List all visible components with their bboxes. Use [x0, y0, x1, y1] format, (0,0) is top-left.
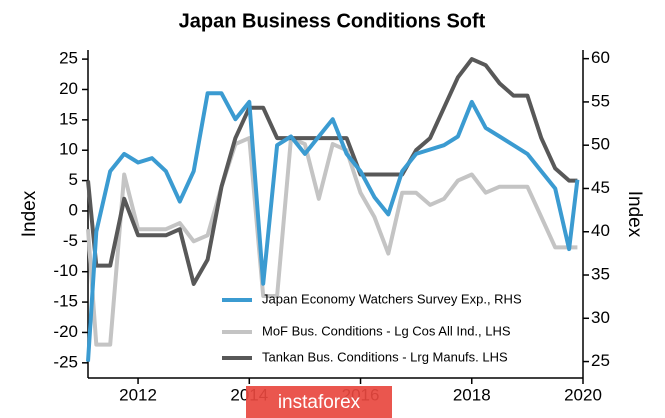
y2-tick-label: 30 [591, 308, 610, 327]
y2-tick-label: 25 [591, 351, 610, 370]
watermark-banner [246, 386, 392, 418]
x-tick-label: 2020 [564, 385, 602, 404]
x-tick-label: 2018 [453, 385, 491, 404]
legend-label: Japan Economy Watchers Survey Exp., RHS [262, 291, 522, 306]
y2-tick-label: 40 [591, 221, 610, 240]
y-tick-label: -20 [53, 322, 78, 341]
watermark: instaforex [278, 392, 361, 413]
y2-tick-label: 35 [591, 264, 610, 283]
series-line [86, 57, 578, 286]
y-tick-label: -5 [63, 231, 78, 250]
series-line [86, 136, 578, 347]
y-tick-label: 20 [59, 79, 78, 98]
y-tick-label: -15 [53, 292, 78, 311]
x-tick-label: 2012 [119, 385, 157, 404]
legend-label: Tankan Bus. Conditions - Lrg Manufs. LHS [262, 349, 508, 364]
legend-label: MoF Bus. Conditions - Lg Cos All Ind., L… [262, 323, 511, 338]
y2-tick-label: 55 [591, 91, 610, 110]
y-tick-label: 5 [69, 170, 78, 189]
y2-tick-label: 45 [591, 178, 610, 197]
y-tick-label: 25 [59, 49, 78, 68]
chart-title: Japan Business Conditions Soft [179, 10, 486, 32]
y2-tick-label: 60 [591, 48, 610, 67]
y-axis-label: Index [19, 190, 40, 237]
y-tick-label: 0 [69, 200, 78, 219]
series-line [86, 91, 580, 362]
y-tick-label: -10 [53, 261, 78, 280]
y2-axis-label: Index [624, 191, 645, 238]
y-tick-label: 15 [59, 109, 78, 128]
y-tick-label: 10 [59, 140, 78, 159]
y2-tick-label: 50 [591, 135, 610, 154]
y-tick-label: -25 [53, 352, 78, 371]
